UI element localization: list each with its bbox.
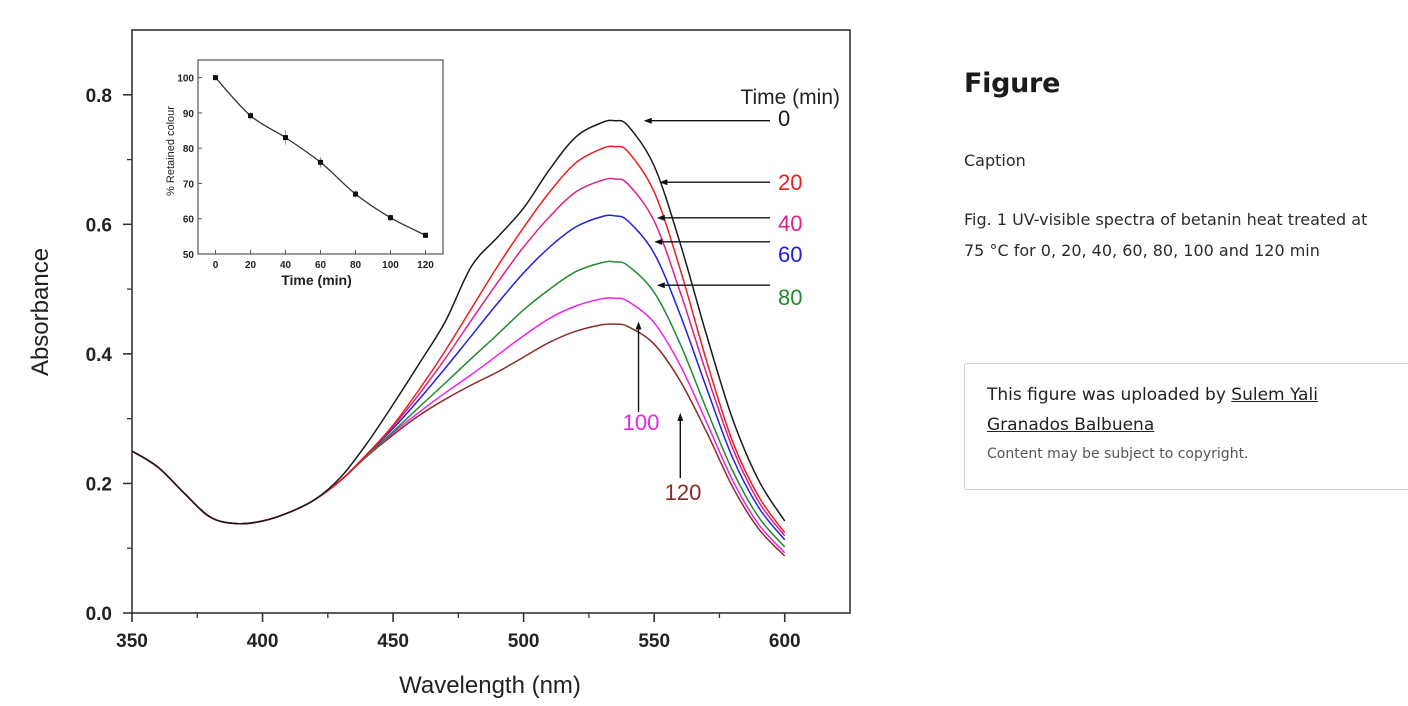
annotation-label-20: 20 [778,170,802,195]
inset-x-tick-label-100: 100 [382,260,399,271]
inset-x-tick-label-40: 40 [280,260,292,271]
x-tick-label-400: 400 [247,631,279,652]
arrow-head-40 [656,214,665,221]
arrow-head-60 [654,238,663,245]
series-line-0-min [131,119,786,525]
annotation-label-0: 0 [778,106,790,131]
x-tick-label-450: 450 [377,631,409,652]
copyright-note: Content may be subject to copyright. [987,446,1249,462]
arrow-head-120 [677,412,684,421]
main-series [131,119,786,557]
inset-y-tick-label-100: 100 [177,74,194,85]
arrow-head-20 [659,179,668,186]
inset-point-80 [353,191,358,197]
series-line-100-min [131,297,786,554]
inset-y-tick-label-80: 80 [183,144,195,155]
y-tick-label-0.4: 0.4 [86,345,113,366]
uploader-line: This figure was uploaded by Sulem Yali G… [987,380,1387,440]
inset-point-100 [388,215,393,221]
inset-point-120 [423,232,428,238]
y-axis-label: Absorbance [27,248,54,376]
inset-chart: 0 20 40 60 80 100 120 50 60 70 80 90 100 Time (min) % … [165,59,444,288]
x-tick-label-600: 600 [769,631,801,652]
inset-point-0 [213,75,218,81]
x-tick-label-350: 350 [116,631,148,652]
uploaded-prefix: This figure was uploaded by [987,385,1232,405]
annotation-label-80: 80 [778,285,802,310]
inset-y-tick-label-70: 70 [183,179,195,190]
y-tick-label-0.8: 0.8 [86,86,112,107]
uploader-link[interactable]: Sulem Yali Granados Balbuena [987,385,1318,435]
y-tick-label-0.6: 0.6 [86,215,112,236]
inset-y-tick-label-50: 50 [183,250,195,261]
panel-title: Figure [964,68,1061,99]
annotation-label-40: 40 [778,211,802,236]
caption-label: Caption [964,151,1026,170]
inset-y-tick-label-60: 60 [183,215,195,226]
annotation-label-100: 100 [623,410,660,435]
x-axis-label: Wavelength (nm) [399,672,581,699]
x-tick-label-500: 500 [508,631,540,652]
arrow-head-80 [656,282,665,289]
plot-frame [131,29,851,614]
y-tick-label-0.2: 0.2 [86,474,112,495]
inset-x-tick-label-80: 80 [350,260,362,271]
inset-y-tick-label-90: 90 [183,109,195,120]
inset-x-tick-label-60: 60 [315,260,327,271]
uploader-box: This figure was uploaded by Sulem Yali G… [964,363,1408,490]
inset-x-axis-label: Time (min) [281,272,352,288]
caption-text: Fig. 1 UV-visible spectra of betanin hea… [964,210,1368,260]
inset-point-60 [318,159,323,165]
annotation-label-60: 60 [778,242,802,267]
inset-point-20 [248,113,253,119]
annotation-label-120: 120 [665,480,702,505]
arrow-head-100 [635,321,642,330]
inset-x-tick-label-20: 20 [245,260,257,271]
inset-point-40 [283,135,288,141]
x-tick-label-550: 550 [638,631,670,652]
inset-x-tick-label-120: 120 [417,260,434,271]
spectra-chart: 350 400 450 500 550 600 0.0 0.2 0.4 0.6 0.8 0 20 40 6… [27,29,851,699]
y-tick-label-0.0: 0.0 [86,604,112,625]
legend-title: Time (min) [740,86,840,109]
inset-x-tick-label-0: 0 [213,260,219,271]
arrow-head-0 [643,117,652,124]
inset-y-axis-label: % Retained colour [165,106,177,196]
main-annotations: 0 20 40 60 80 100 120 [623,106,803,505]
